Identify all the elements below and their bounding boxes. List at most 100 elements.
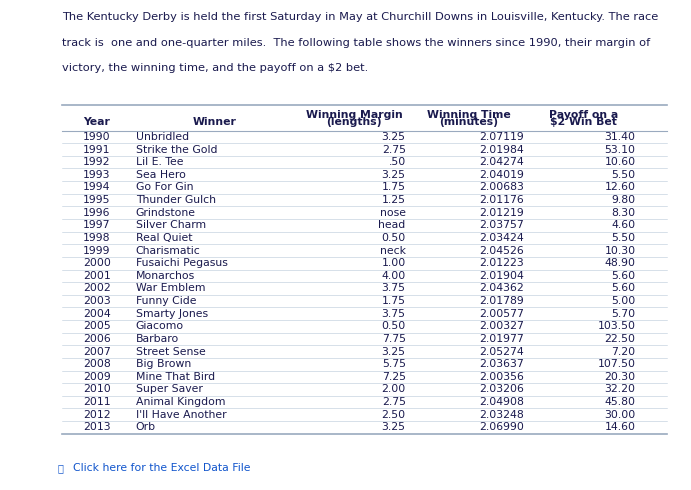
Text: 1990: 1990 xyxy=(83,132,111,142)
Text: 1994: 1994 xyxy=(83,182,111,193)
Text: 2012: 2012 xyxy=(83,410,111,420)
Text: Super Saver: Super Saver xyxy=(136,385,202,394)
Text: 2.03424: 2.03424 xyxy=(479,233,524,243)
Text: 2.06990: 2.06990 xyxy=(479,422,524,432)
Text: 2.01977: 2.01977 xyxy=(479,334,524,344)
Text: 1999: 1999 xyxy=(83,245,111,256)
Text: 2.00356: 2.00356 xyxy=(479,372,524,382)
Text: 2013: 2013 xyxy=(83,422,111,432)
Text: Year: Year xyxy=(84,117,111,127)
Text: 2.01789: 2.01789 xyxy=(479,296,524,306)
Text: 2.01219: 2.01219 xyxy=(479,208,524,218)
Text: 2.00683: 2.00683 xyxy=(479,182,524,193)
Text: 2010: 2010 xyxy=(83,385,111,394)
Text: Winning Margin: Winning Margin xyxy=(305,110,402,120)
Text: Winning Time: Winning Time xyxy=(427,110,511,120)
Text: 30.00: 30.00 xyxy=(604,410,636,420)
Text: 2008: 2008 xyxy=(83,359,111,369)
Text: 2006: 2006 xyxy=(83,334,111,344)
Text: 5.50: 5.50 xyxy=(612,170,636,180)
Text: I'll Have Another: I'll Have Another xyxy=(136,410,227,420)
Text: Winner: Winner xyxy=(193,117,237,127)
Text: 5.60: 5.60 xyxy=(612,283,636,294)
Text: 2001: 2001 xyxy=(83,271,111,281)
Text: 2.04526: 2.04526 xyxy=(479,245,524,256)
Text: 2.01984: 2.01984 xyxy=(479,145,524,154)
Text: Street Sense: Street Sense xyxy=(136,346,206,357)
Text: 2.00: 2.00 xyxy=(381,385,406,394)
Text: Grindstone: Grindstone xyxy=(136,208,196,218)
Text: 9.80: 9.80 xyxy=(612,195,636,205)
Text: Thunder Gulch: Thunder Gulch xyxy=(136,195,216,205)
Text: 2011: 2011 xyxy=(83,397,111,407)
Text: Strike the Gold: Strike the Gold xyxy=(136,145,218,154)
Text: 1998: 1998 xyxy=(83,233,111,243)
Text: 5.70: 5.70 xyxy=(612,309,636,318)
Text: 2.03637: 2.03637 xyxy=(479,359,524,369)
Text: 1991: 1991 xyxy=(83,145,111,154)
Text: 2000: 2000 xyxy=(83,258,111,268)
Text: 7.20: 7.20 xyxy=(612,346,636,357)
Text: 14.60: 14.60 xyxy=(605,422,636,432)
Text: 3.75: 3.75 xyxy=(381,309,406,318)
Text: 2.50: 2.50 xyxy=(381,410,406,420)
Text: track is  one and one-quarter miles.  The following table shows the winners sinc: track is one and one-quarter miles. The … xyxy=(62,38,650,48)
Text: neck: neck xyxy=(379,245,406,256)
Text: 2.04019: 2.04019 xyxy=(479,170,524,180)
Text: 5.60: 5.60 xyxy=(612,271,636,281)
Text: 12.60: 12.60 xyxy=(605,182,636,193)
Text: 1996: 1996 xyxy=(83,208,111,218)
Text: 0.50: 0.50 xyxy=(381,233,406,243)
Text: 31.40: 31.40 xyxy=(605,132,636,142)
Text: 2.01176: 2.01176 xyxy=(479,195,524,205)
Text: 10.30: 10.30 xyxy=(605,245,636,256)
Text: nose: nose xyxy=(379,208,406,218)
Text: 5.50: 5.50 xyxy=(612,233,636,243)
Text: Monarchos: Monarchos xyxy=(136,271,195,281)
Text: 3.25: 3.25 xyxy=(381,422,406,432)
Text: 107.50: 107.50 xyxy=(598,359,636,369)
Text: Mine That Bird: Mine That Bird xyxy=(136,372,215,382)
Text: 10.60: 10.60 xyxy=(605,157,636,167)
Text: 22.50: 22.50 xyxy=(605,334,636,344)
Text: Payoff on a: Payoff on a xyxy=(549,110,618,120)
Text: 2.03757: 2.03757 xyxy=(479,220,524,230)
Text: 1992: 1992 xyxy=(83,157,111,167)
Text: 2.75: 2.75 xyxy=(381,397,406,407)
Text: Barbaro: Barbaro xyxy=(136,334,179,344)
Text: 2009: 2009 xyxy=(83,372,111,382)
Text: Fusaichi Pegasus: Fusaichi Pegasus xyxy=(136,258,228,268)
Text: 2004: 2004 xyxy=(83,309,111,318)
Text: 2.04908: 2.04908 xyxy=(479,397,524,407)
Text: 1993: 1993 xyxy=(83,170,111,180)
Text: head: head xyxy=(379,220,406,230)
Text: 1.75: 1.75 xyxy=(381,296,406,306)
Text: Big Brown: Big Brown xyxy=(136,359,191,369)
Text: Sea Hero: Sea Hero xyxy=(136,170,186,180)
Text: 2.04274: 2.04274 xyxy=(479,157,524,167)
Text: 20.30: 20.30 xyxy=(605,372,636,382)
Text: 2.03206: 2.03206 xyxy=(479,385,524,394)
Text: Silver Charm: Silver Charm xyxy=(136,220,206,230)
Text: 2002: 2002 xyxy=(83,283,111,294)
Text: 2.00327: 2.00327 xyxy=(479,321,524,331)
Text: 2.01223: 2.01223 xyxy=(479,258,524,268)
Text: 3.25: 3.25 xyxy=(381,170,406,180)
Text: 2005: 2005 xyxy=(83,321,111,331)
Text: 8.30: 8.30 xyxy=(612,208,636,218)
Text: 7.75: 7.75 xyxy=(381,334,406,344)
Text: Orb: Orb xyxy=(136,422,156,432)
Text: 1.00: 1.00 xyxy=(381,258,406,268)
Text: 48.90: 48.90 xyxy=(605,258,636,268)
Text: 5.75: 5.75 xyxy=(381,359,406,369)
Text: Giacomo: Giacomo xyxy=(136,321,184,331)
Text: Smarty Jones: Smarty Jones xyxy=(136,309,208,318)
Text: (minutes): (minutes) xyxy=(439,117,498,127)
Text: 2003: 2003 xyxy=(83,296,111,306)
Text: 3.75: 3.75 xyxy=(381,283,406,294)
Text: Funny Cide: Funny Cide xyxy=(136,296,196,306)
Text: Unbridled: Unbridled xyxy=(136,132,189,142)
Text: 32.20: 32.20 xyxy=(605,385,636,394)
Text: 45.80: 45.80 xyxy=(605,397,636,407)
Text: 📄: 📄 xyxy=(57,463,64,473)
